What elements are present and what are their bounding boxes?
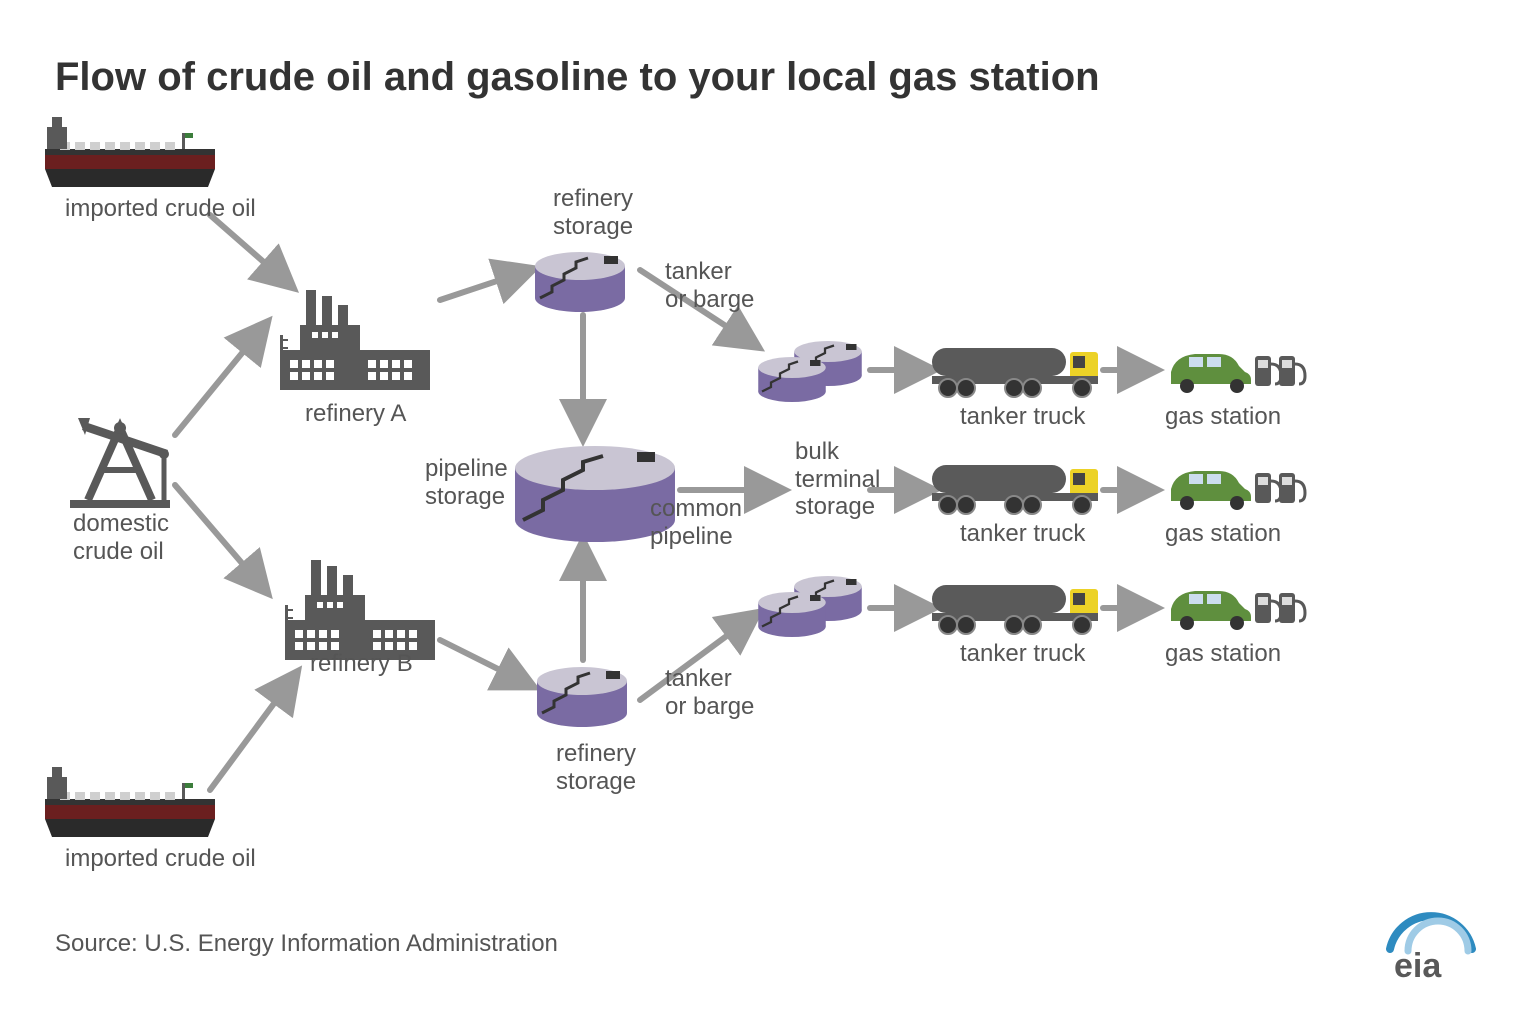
label-common-pipeline: common pipeline: [650, 495, 742, 550]
label-truck-1: tanker truck: [960, 403, 1085, 431]
bulk_bot-icon: [758, 576, 862, 637]
truck3-icon: [932, 585, 1098, 634]
ship_bottom-icon: [45, 767, 215, 837]
label-tanker-barge-b: tanker or barge: [665, 665, 754, 720]
label-bulk-terminal: bulk terminal storage: [795, 438, 880, 521]
truck2-icon: [932, 465, 1098, 514]
label-imported-top: imported crude oil: [65, 195, 256, 223]
gas3-icon: [1171, 591, 1305, 630]
label-pipeline-storage: pipeline storage: [425, 455, 508, 510]
label-ref-storage-a: refinery storage: [553, 185, 633, 240]
svg-text:eia: eia: [1394, 947, 1442, 981]
gas1-icon: [1171, 354, 1305, 393]
ref_storage_b-icon: [537, 667, 627, 727]
label-refinery-b: refinery B: [310, 650, 413, 678]
ref_storage_a-icon: [535, 252, 625, 312]
eia-logo: eia: [1360, 911, 1480, 986]
label-refinery-a: refinery A: [305, 400, 406, 428]
gas2-icon: [1171, 471, 1305, 510]
refinery_b-icon: [285, 560, 435, 660]
label-gas-3: gas station: [1165, 640, 1281, 668]
source-text: Source: U.S. Energy Information Administ…: [55, 930, 558, 958]
label-ref-storage-b: refinery storage: [556, 740, 636, 795]
label-gas-1: gas station: [1165, 403, 1281, 431]
label-gas-2: gas station: [1165, 520, 1281, 548]
label-truck-2: tanker truck: [960, 520, 1085, 548]
label-imported-bottom: imported crude oil: [65, 845, 256, 873]
bulk_top-icon: [758, 341, 862, 402]
domestic-icon: [70, 418, 170, 508]
label-truck-3: tanker truck: [960, 640, 1085, 668]
diagram-root: Flow of crude oil and gasoline to your l…: [0, 0, 1535, 1021]
ship_top-icon: [45, 117, 215, 187]
refinery_a-icon: [280, 290, 430, 390]
label-tanker-barge-a: tanker or barge: [665, 258, 754, 313]
truck1-icon: [932, 348, 1098, 397]
label-domestic: domestic crude oil: [73, 510, 169, 565]
